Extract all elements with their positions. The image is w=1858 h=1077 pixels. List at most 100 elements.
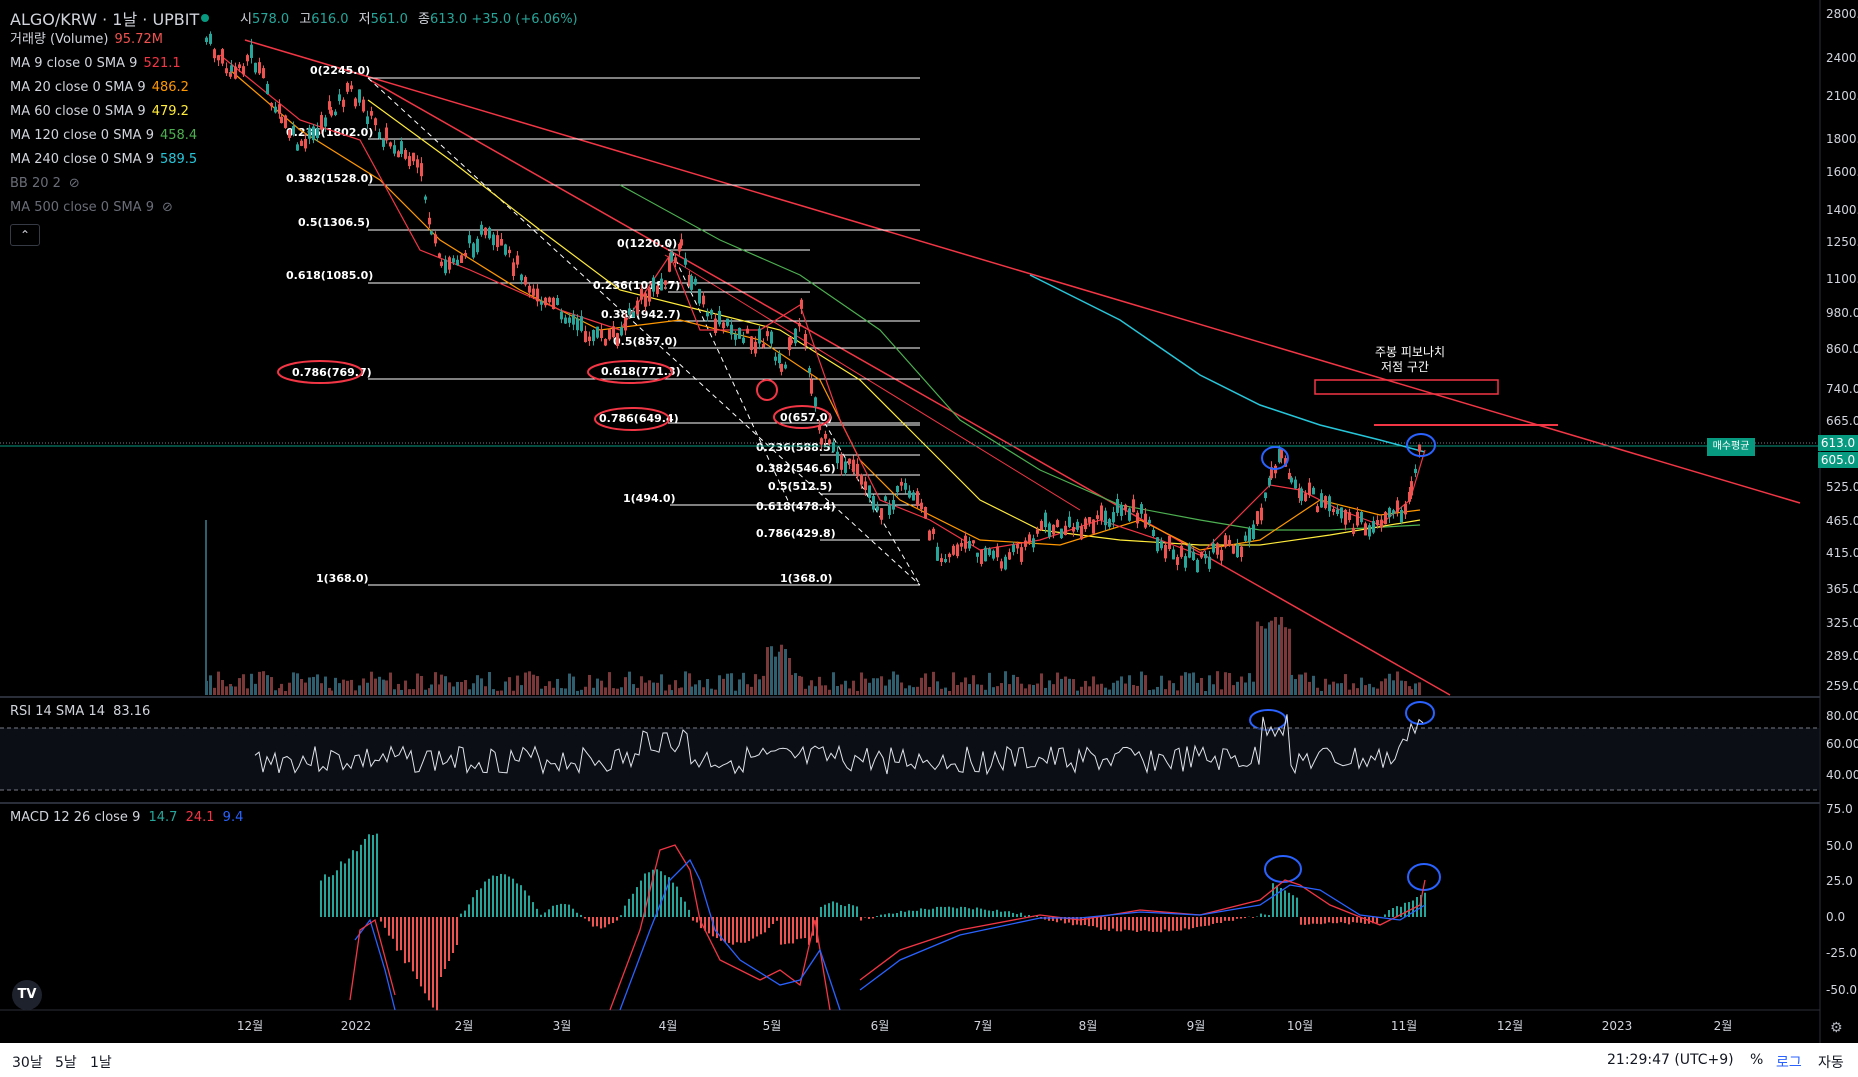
candle-body bbox=[1200, 551, 1203, 558]
volume-bar bbox=[338, 683, 341, 695]
candle-body bbox=[604, 338, 607, 346]
macd-histogram-bar bbox=[640, 880, 642, 917]
volume-bar bbox=[1256, 621, 1259, 695]
volume-bar bbox=[936, 681, 939, 695]
volume-bar bbox=[266, 675, 269, 695]
volume-bar bbox=[1312, 675, 1315, 695]
candle-body bbox=[250, 44, 253, 58]
candle-body bbox=[956, 544, 959, 557]
percent-toggle[interactable]: % bbox=[1750, 1052, 1764, 1068]
price-chart[interactable]: 0(2245.0) 0.236(1802.0) 0.382(1528.0) 0.5(1… bbox=[0, 0, 1858, 1043]
candle-body bbox=[766, 331, 769, 337]
volume-bar bbox=[1072, 679, 1075, 695]
candle-body bbox=[1324, 496, 1327, 509]
macd-histogram-bar bbox=[732, 917, 734, 945]
time-axis-label: 2023 bbox=[1602, 1019, 1633, 1033]
candle-body bbox=[1040, 521, 1043, 530]
candle-body bbox=[832, 442, 835, 452]
volume-bar bbox=[1080, 686, 1083, 695]
indicator-legend: 거래량 (Volume) 95.72M MA 9 close 0 SMA 9 521… bbox=[10, 28, 197, 220]
collapse-legend-button[interactable]: ⌃ bbox=[10, 224, 40, 246]
candle-body bbox=[656, 285, 659, 295]
macd-histogram-bar bbox=[344, 863, 346, 917]
macd-histogram-bar bbox=[952, 907, 954, 917]
candle-body bbox=[636, 300, 639, 314]
fib-label: 0.786(649.4) bbox=[599, 412, 679, 425]
macd-histogram-bar bbox=[1232, 917, 1234, 921]
bottom-toolbar: 30날 5날 1날 21:29:47 (UTC+9) % 로그 자동 bbox=[0, 1043, 1858, 1077]
macd-histogram-bar bbox=[388, 917, 390, 936]
legend-ma20[interactable]: MA 20 close 0 SMA 9 486.2 bbox=[10, 80, 189, 95]
volume-bar bbox=[820, 685, 823, 695]
volume-bar bbox=[996, 686, 999, 695]
legend-volume[interactable]: 거래량 (Volume) 95.72M bbox=[10, 32, 163, 47]
volume-bar bbox=[778, 651, 781, 695]
candle-body bbox=[804, 333, 807, 347]
candle-body bbox=[238, 64, 241, 68]
volume-bar bbox=[480, 678, 483, 695]
macd-histogram-bar bbox=[940, 906, 942, 917]
legend-ma9[interactable]: MA 9 close 0 SMA 9 521.1 bbox=[10, 56, 181, 71]
volume-bar bbox=[468, 689, 471, 695]
candle-body bbox=[1312, 487, 1315, 495]
candle-body bbox=[900, 481, 903, 486]
candle-body bbox=[1052, 524, 1055, 535]
price-axis-label: 1100.0 bbox=[1826, 272, 1858, 286]
candle-body bbox=[754, 341, 757, 354]
gear-icon[interactable]: ⚙ bbox=[1830, 1020, 1843, 1036]
candle-body bbox=[213, 49, 216, 59]
volume-bar bbox=[988, 672, 991, 695]
range-5d[interactable]: 5날 bbox=[55, 1055, 77, 1071]
symbol-title[interactable]: ALGO/KRW · 1날 · UPBIT bbox=[10, 10, 200, 29]
macd-title[interactable]: MACD 12 26 close 9 14.7 24.1 9.4 bbox=[10, 810, 244, 825]
volume-bar bbox=[1404, 681, 1407, 695]
tradingview-logo[interactable]: TV bbox=[12, 980, 42, 1010]
rsi-title[interactable]: RSI 14 SMA 14 83.16 bbox=[10, 704, 151, 719]
legend-ma240[interactable]: MA 240 close 0 SMA 9 589.5 bbox=[10, 152, 198, 167]
clock[interactable]: 21:29:47 (UTC+9) bbox=[1607, 1052, 1734, 1068]
macd-histogram-bar bbox=[976, 907, 978, 917]
candle-body bbox=[1108, 519, 1111, 527]
fib-zone-box bbox=[1314, 379, 1499, 395]
candle-body bbox=[476, 238, 479, 253]
candle-body bbox=[710, 310, 713, 315]
volume-bar bbox=[312, 676, 315, 695]
candle-body bbox=[944, 558, 947, 563]
legend-ma120[interactable]: MA 120 close 0 SMA 9 458.4 bbox=[10, 128, 198, 143]
volume-bar bbox=[304, 682, 307, 695]
volume-bar bbox=[680, 687, 683, 695]
volume-bar bbox=[928, 686, 931, 695]
candle-body bbox=[1124, 504, 1127, 510]
volume-bar bbox=[1108, 689, 1111, 695]
volume-bar bbox=[872, 678, 875, 695]
volume-bar bbox=[832, 672, 835, 695]
candle-body bbox=[596, 326, 599, 338]
legend-ma60[interactable]: MA 60 close 0 SMA 9 479.2 bbox=[10, 104, 189, 119]
legend-bb[interactable]: BB 20 2 ⊘ bbox=[10, 176, 80, 191]
candle-body bbox=[726, 318, 729, 326]
macd-histogram-bar bbox=[792, 917, 794, 944]
macd-histogram-bar bbox=[1260, 913, 1262, 917]
volume-bar bbox=[528, 671, 531, 695]
macd-histogram-bar bbox=[1092, 917, 1094, 927]
range-30d[interactable]: 30날 bbox=[12, 1055, 43, 1071]
legend-ma500[interactable]: MA 500 close 0 SMA 9 ⊘ bbox=[10, 200, 173, 215]
log-toggle[interactable]: 로그 bbox=[1776, 1055, 1802, 1071]
candle-body bbox=[354, 98, 357, 107]
candle-body bbox=[1270, 467, 1273, 479]
candle-body bbox=[1340, 507, 1343, 519]
macd-histogram-bar bbox=[1016, 914, 1018, 917]
macd-histogram-bar bbox=[1124, 917, 1126, 930]
candle-body bbox=[1100, 505, 1103, 520]
volume-bar bbox=[788, 657, 791, 695]
range-1d[interactable]: 1날 bbox=[90, 1055, 112, 1071]
eye-hidden-icon[interactable]: ⊘ bbox=[68, 176, 80, 191]
candle-body bbox=[1288, 472, 1291, 480]
volume-bar bbox=[1160, 675, 1163, 695]
eye-hidden-icon[interactable]: ⊘ bbox=[161, 200, 173, 215]
fib-label: 0.618(478.4) bbox=[756, 500, 836, 513]
volume-bar bbox=[1084, 680, 1087, 695]
volume-bar bbox=[1104, 687, 1107, 695]
candle-body bbox=[366, 116, 369, 124]
auto-toggle[interactable]: 자동 bbox=[1818, 1055, 1844, 1071]
